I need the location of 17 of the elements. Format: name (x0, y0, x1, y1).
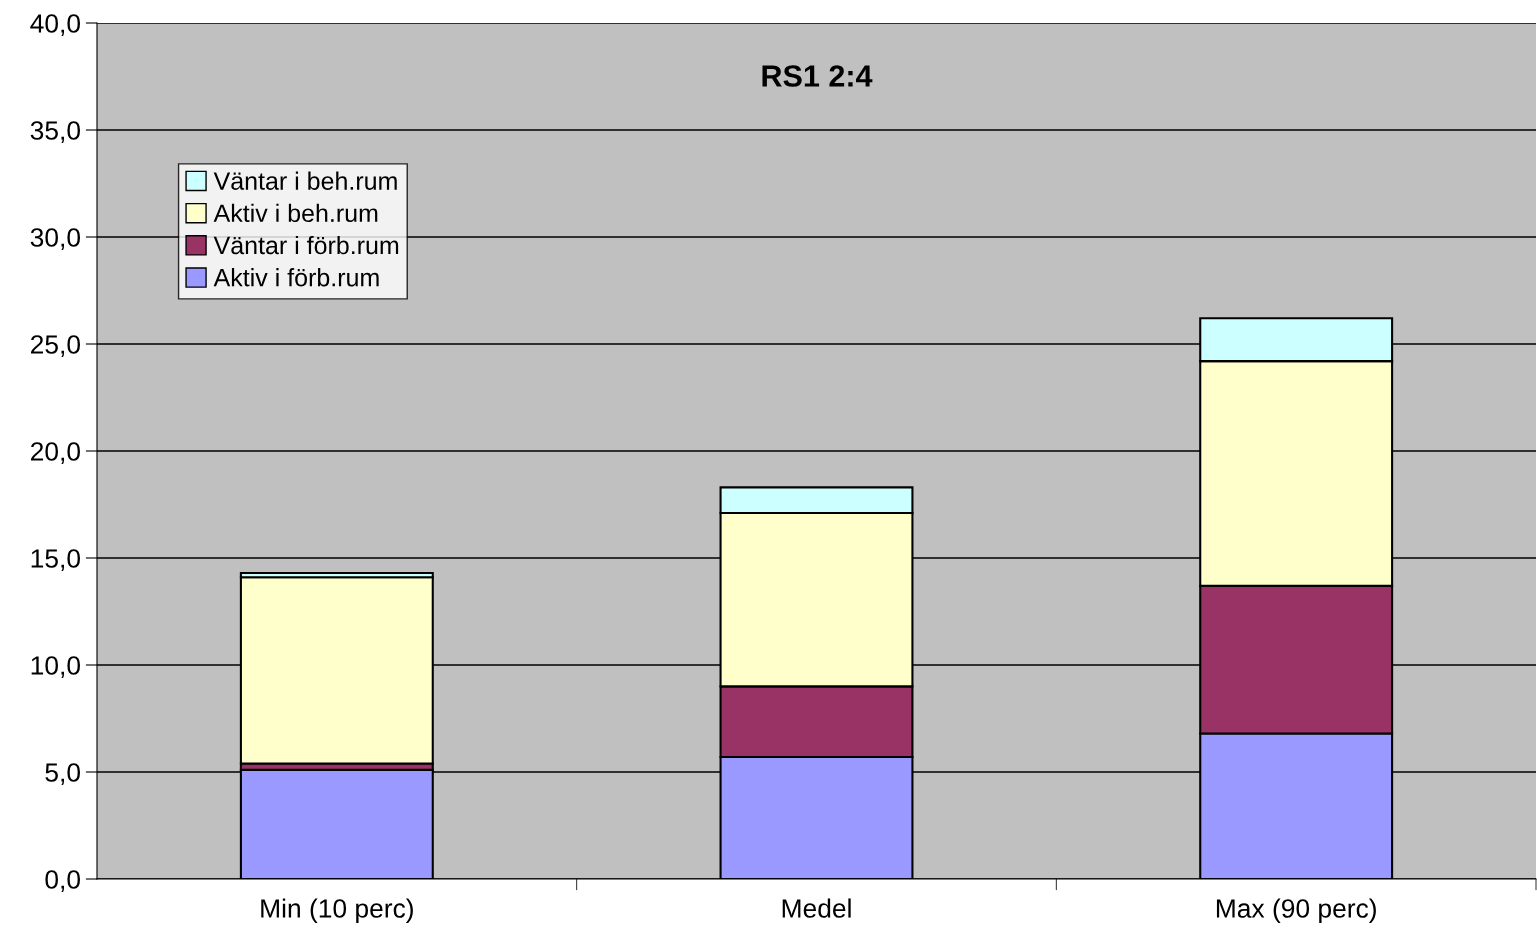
legend-label: Väntar i förb.rum (213, 235, 399, 255)
y-tick-label: 25,0 (31, 335, 80, 357)
legend-label: Väntar i beh.rum (213, 171, 397, 190)
legend-label: Aktiv i förb.rum (213, 268, 379, 287)
y-tick-label: 20,0 (31, 442, 80, 464)
text: RS1 2:4 (762, 65, 873, 87)
x-tick-label: Min (10 perc) (261, 898, 413, 924)
y-tick-label: 10,0 (31, 656, 80, 678)
y-tick-label: 5,0 (45, 763, 80, 785)
x-tick-label: Max (90 perc) (1216, 898, 1376, 924)
y-tick-label: 0,0 (45, 870, 80, 892)
y-tick-label: 30,0 (30, 228, 80, 250)
y-tick-label: 15,0 (31, 549, 80, 571)
y-tick-label: 40,0 (30, 14, 80, 36)
y-tick-label: 35,0 (30, 121, 80, 143)
legend-label: Aktiv i beh.rum (213, 203, 378, 223)
x-tick-label: Medel (782, 898, 851, 918)
